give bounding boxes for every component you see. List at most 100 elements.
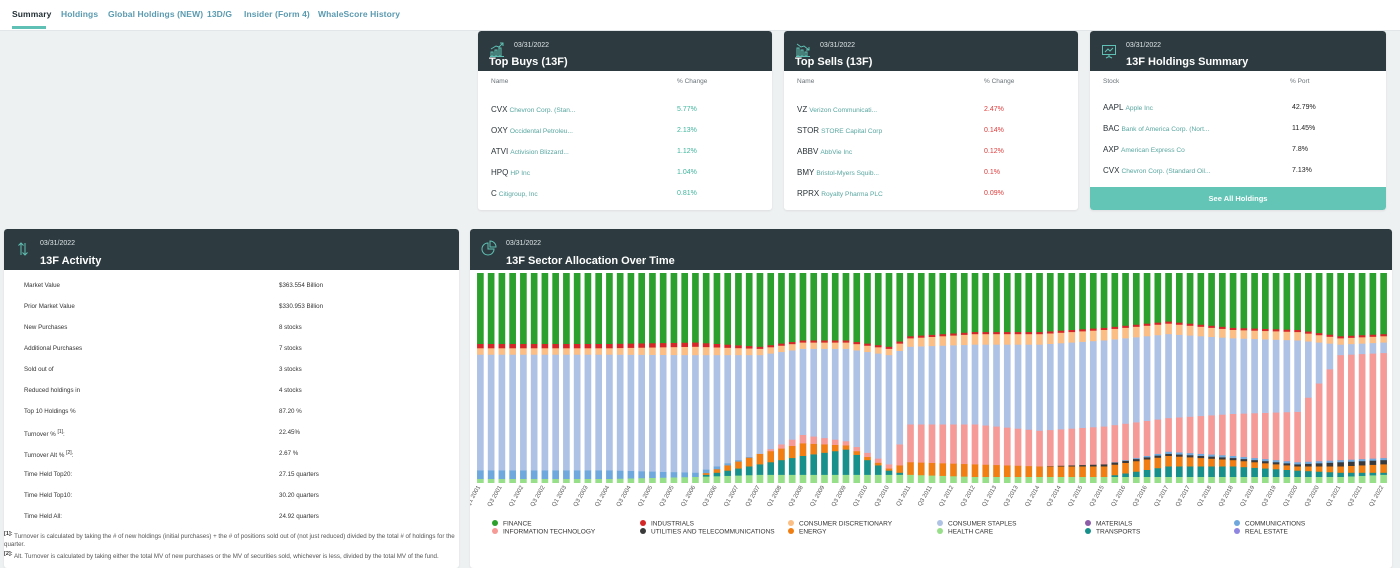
chart-bar-stack[interactable] [1079, 273, 1086, 483]
table-row[interactable]: AXP American Express Co 7.8% [1090, 143, 1386, 164]
chart-bar-stack[interactable] [509, 273, 516, 483]
chart-bar-stack[interactable] [1240, 273, 1248, 483]
chart-bar-stack[interactable] [1057, 273, 1065, 483]
footnote-ref-2[interactable]: [2] [66, 450, 72, 456]
chart-bar-stack[interactable] [885, 273, 893, 483]
chart-bar-stack[interactable] [1294, 273, 1301, 483]
tab-summary[interactable]: Summary [12, 9, 52, 19]
chart-bar-stack[interactable] [1003, 273, 1011, 483]
chart-bar-stack[interactable] [713, 273, 721, 483]
legend-finance[interactable]: FINANCE [492, 520, 532, 528]
chart-bar-stack[interactable] [788, 273, 796, 483]
chart-bar-stack[interactable] [982, 273, 990, 483]
chart-bar-stack[interactable] [1358, 273, 1366, 483]
chart-bar-stack[interactable] [724, 273, 732, 483]
legend-communications[interactable]: COMMUNICATIONS [1234, 520, 1305, 528]
chart-bar-stack[interactable] [595, 273, 602, 483]
tab-holdings[interactable]: Holdings [61, 9, 99, 19]
chart-bar-stack[interactable] [584, 273, 592, 483]
chart-bar-stack[interactable] [745, 273, 753, 483]
legend-information-technology[interactable]: INFORMATION TECHNOLOGY [492, 528, 595, 536]
chart-bar-stack[interactable] [1068, 273, 1076, 483]
chart-bar-stack[interactable] [864, 273, 871, 483]
chart-bar-stack[interactable] [670, 273, 678, 483]
chart-bar-stack[interactable] [1208, 273, 1215, 483]
chart-bar-stack[interactable] [1036, 273, 1043, 483]
chart-bar-stack[interactable] [907, 273, 914, 483]
chart-bar-stack[interactable] [659, 273, 667, 483]
chart-bar-stack[interactable] [1337, 273, 1344, 483]
chart-bar-stack[interactable] [1197, 273, 1205, 483]
chart-bar-stack[interactable] [993, 273, 1000, 483]
chart-bar-stack[interactable] [1122, 273, 1129, 483]
tab-13dg[interactable]: 13D/G [207, 9, 233, 19]
chart-bar-stack[interactable] [1100, 273, 1108, 483]
chart-bar-stack[interactable] [1262, 273, 1269, 483]
chart-bar-stack[interactable] [853, 273, 861, 483]
chart-bar-stack[interactable] [810, 273, 818, 483]
chart-bar-stack[interactable] [649, 273, 656, 483]
chart-bar-stack[interactable] [799, 273, 807, 483]
chart-bar-stack[interactable] [1380, 273, 1387, 483]
table-row[interactable]: OXY Occidental Petroleu... 2.13% [478, 124, 772, 145]
chart-bar-stack[interactable] [1165, 273, 1172, 483]
legend-real-estate[interactable]: REAL ESTATE [1234, 528, 1288, 536]
table-row[interactable]: CVX Chevron Corp. (Stan... 5.77% [478, 103, 772, 124]
chart-bar-stack[interactable] [939, 273, 947, 483]
chart-bar-stack[interactable] [606, 273, 613, 483]
chart-bar-stack[interactable] [917, 273, 925, 483]
chart-bar-stack[interactable] [1283, 273, 1291, 483]
chart-bar-stack[interactable] [530, 273, 538, 483]
chart-bar-stack[interactable] [1348, 273, 1355, 483]
chart-bar-stack[interactable] [1089, 273, 1097, 483]
table-row[interactable]: CVX Chevron Corp. (Standard Oil... 7.13% [1090, 164, 1386, 185]
legend-consumer-staples[interactable]: CONSUMER STAPLES [937, 520, 1017, 528]
legend-consumer-discretionary[interactable]: CONSUMER DISCRETIONARY [788, 520, 892, 528]
table-row[interactable]: C Citigroup, Inc 0.81% [478, 187, 772, 208]
chart-bar-stack[interactable] [821, 273, 828, 483]
chart-bar-stack[interactable] [1219, 273, 1226, 483]
chart-bar-stack[interactable] [1143, 273, 1151, 483]
chart-bar-stack[interactable] [681, 273, 689, 483]
chart-bar-stack[interactable] [616, 273, 624, 483]
table-row[interactable]: BMY Bristol-Myers Squib... 0.1% [784, 166, 1078, 187]
chart-bar-stack[interactable] [520, 273, 527, 483]
chart-bar-stack[interactable] [1326, 273, 1334, 483]
chart-bar-stack[interactable] [1111, 273, 1119, 483]
tab-whalescore-history[interactable]: WhaleScore History [318, 9, 401, 19]
chart-bar-stack[interactable] [552, 273, 559, 483]
table-row[interactable]: ATVI Activision Blizzard... 1.12% [478, 145, 772, 166]
chart-bar-stack[interactable] [702, 273, 710, 483]
legend-energy[interactable]: ENERGY [788, 528, 826, 536]
chart-bar-stack[interactable] [928, 273, 936, 483]
chart-bar-stack[interactable] [1251, 273, 1258, 483]
legend-transports[interactable]: TRANSPORTS [1085, 528, 1140, 536]
chart-bar-stack[interactable] [692, 273, 699, 483]
chart-bar-stack[interactable] [1046, 273, 1054, 483]
chart-bar-stack[interactable] [735, 273, 742, 483]
chart-bar-stack[interactable] [778, 273, 785, 483]
legend-health-care[interactable]: HEALTH CARE [937, 528, 993, 536]
table-row[interactable]: BAC Bank of America Corp. (Nort... 11.45% [1090, 122, 1386, 143]
chart-bar-stack[interactable] [831, 273, 839, 483]
chart-bar-stack[interactable] [487, 273, 495, 483]
chart-bar-stack[interactable] [767, 273, 775, 483]
chart-bar-stack[interactable] [896, 273, 904, 483]
table-row[interactable]: HPQ HP Inc 1.04% [478, 166, 772, 187]
chart-bar-stack[interactable] [756, 273, 764, 483]
legend-utilities-telecom[interactable]: UTILITIES AND TELECOMMUNICATIONS [640, 528, 775, 536]
tab-global-holdings[interactable]: Global Holdings (NEW) [108, 9, 204, 19]
chart-bar-stack[interactable] [874, 273, 882, 483]
chart-bar-stack[interactable] [1175, 273, 1183, 483]
chart-bar-stack[interactable] [1132, 273, 1140, 483]
chart-bar-stack[interactable] [1369, 273, 1377, 483]
chart-bar-stack[interactable] [971, 273, 979, 483]
table-row[interactable]: AAPL Apple Inc 42.79% [1090, 101, 1386, 122]
chart-bar-stack[interactable] [1186, 273, 1194, 483]
chart-bar-stack[interactable] [842, 273, 850, 483]
chart-bar-stack[interactable] [1315, 273, 1323, 483]
chart-bar-stack[interactable] [563, 273, 570, 483]
chart-bar-stack[interactable] [638, 273, 646, 483]
footnote-ref-1[interactable]: [1] [57, 429, 64, 435]
legend-materials[interactable]: MATERIALS [1085, 520, 1132, 528]
